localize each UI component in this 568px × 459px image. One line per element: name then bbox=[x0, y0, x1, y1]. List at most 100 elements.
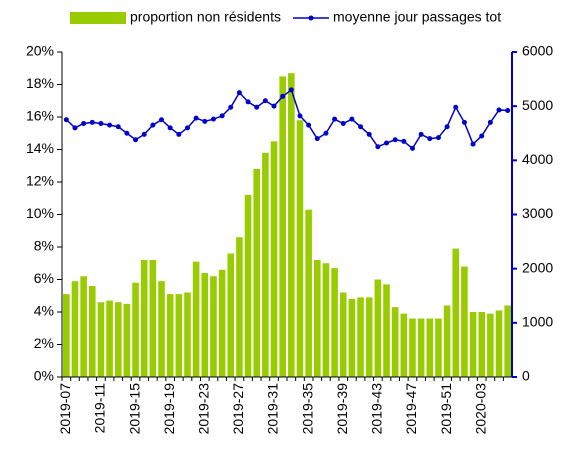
line-point bbox=[210, 116, 216, 122]
line-point bbox=[461, 119, 467, 125]
line-point bbox=[167, 125, 173, 131]
bar bbox=[461, 266, 468, 377]
line-point bbox=[202, 118, 208, 124]
legend-label: moyenne jour passages tot bbox=[333, 9, 501, 25]
bar bbox=[166, 294, 174, 377]
line-point bbox=[453, 104, 459, 110]
line-point bbox=[236, 90, 242, 96]
y-tick-label: 8% bbox=[34, 238, 54, 254]
line-point bbox=[150, 122, 156, 128]
y-tick-label: 2% bbox=[34, 335, 54, 351]
y-tick-label: 12% bbox=[26, 173, 54, 189]
x-tick-label: 2019-35 bbox=[299, 383, 315, 435]
bar bbox=[495, 310, 503, 377]
y2-tick-label: 0 bbox=[522, 368, 530, 384]
y2-tick-label: 5000 bbox=[522, 97, 553, 113]
bar bbox=[201, 273, 209, 377]
x-tick-label: 2019-31 bbox=[265, 383, 281, 435]
line-point bbox=[418, 131, 424, 137]
line-point bbox=[375, 144, 381, 150]
bar bbox=[279, 76, 286, 377]
x-tick-label: 2019-07 bbox=[57, 383, 73, 435]
y-tick-label: 14% bbox=[26, 140, 54, 156]
y2-tick-label: 3000 bbox=[522, 205, 553, 221]
x-tick-label: 2019-27 bbox=[230, 383, 246, 435]
line-point bbox=[245, 99, 251, 105]
y2-tick-label: 4000 bbox=[522, 151, 553, 167]
bar bbox=[210, 276, 217, 377]
bar bbox=[158, 281, 165, 377]
bar bbox=[331, 268, 338, 377]
bar bbox=[262, 152, 269, 377]
bar bbox=[288, 73, 295, 377]
legend-marker bbox=[308, 15, 314, 21]
line-point bbox=[479, 133, 485, 139]
bar bbox=[469, 312, 477, 377]
bar bbox=[322, 263, 330, 377]
line-point bbox=[271, 103, 277, 109]
bar bbox=[391, 307, 399, 377]
bar bbox=[400, 313, 408, 377]
line-point bbox=[349, 116, 355, 122]
bar bbox=[435, 318, 442, 377]
line-point bbox=[219, 113, 225, 119]
line-point bbox=[409, 145, 415, 151]
line-point bbox=[496, 107, 502, 113]
bar bbox=[270, 141, 278, 377]
x-tick-label: 2019-23 bbox=[195, 383, 211, 435]
y-tick-label: 0% bbox=[34, 368, 54, 384]
bar bbox=[132, 282, 139, 377]
bar bbox=[80, 276, 87, 377]
bar bbox=[365, 297, 373, 377]
line-point bbox=[505, 108, 511, 113]
bar bbox=[339, 292, 347, 377]
bar bbox=[227, 253, 235, 377]
line-point bbox=[435, 135, 441, 141]
x-tick-label: 2019-11 bbox=[92, 383, 108, 434]
bar bbox=[253, 169, 260, 377]
bar bbox=[123, 303, 131, 377]
line-point bbox=[228, 104, 234, 110]
bar bbox=[348, 299, 356, 377]
x-tick-label: 2019-47 bbox=[403, 383, 419, 435]
y-tick-label: 16% bbox=[26, 108, 54, 124]
bar bbox=[314, 260, 321, 377]
line-point bbox=[306, 122, 312, 128]
bar bbox=[487, 313, 494, 377]
y2-tick-label: 2000 bbox=[522, 259, 553, 275]
line-point bbox=[124, 130, 130, 136]
line-point bbox=[427, 136, 433, 142]
x-tick-label: 2019-15 bbox=[126, 383, 142, 435]
line-point bbox=[141, 131, 147, 137]
legend-item: proportion non résidents bbox=[70, 9, 281, 25]
line-point bbox=[297, 113, 303, 119]
bar bbox=[244, 195, 252, 377]
bar bbox=[478, 312, 485, 377]
bar bbox=[357, 297, 364, 377]
line-point bbox=[340, 121, 346, 126]
y-tick-label: 10% bbox=[26, 205, 54, 221]
bar bbox=[218, 269, 226, 377]
x-tick-label: 2019-39 bbox=[334, 383, 350, 435]
bar bbox=[374, 279, 382, 377]
line-point bbox=[133, 137, 139, 143]
bar bbox=[149, 260, 157, 377]
bar bbox=[63, 294, 70, 377]
line-point bbox=[184, 125, 190, 131]
line-point bbox=[314, 136, 320, 142]
bar bbox=[106, 300, 113, 377]
bar bbox=[443, 305, 451, 377]
bar bbox=[417, 318, 425, 377]
legend-label: proportion non résidents bbox=[130, 9, 281, 25]
bar bbox=[383, 284, 390, 377]
line-point bbox=[280, 93, 286, 99]
y-tick-label: 18% bbox=[26, 75, 54, 91]
line-point bbox=[384, 140, 390, 146]
line-point bbox=[176, 131, 182, 137]
line-point bbox=[159, 117, 165, 123]
bar bbox=[504, 305, 511, 377]
y-tick-label: 20% bbox=[26, 43, 54, 59]
line-point bbox=[358, 124, 364, 130]
line-point bbox=[193, 115, 199, 121]
